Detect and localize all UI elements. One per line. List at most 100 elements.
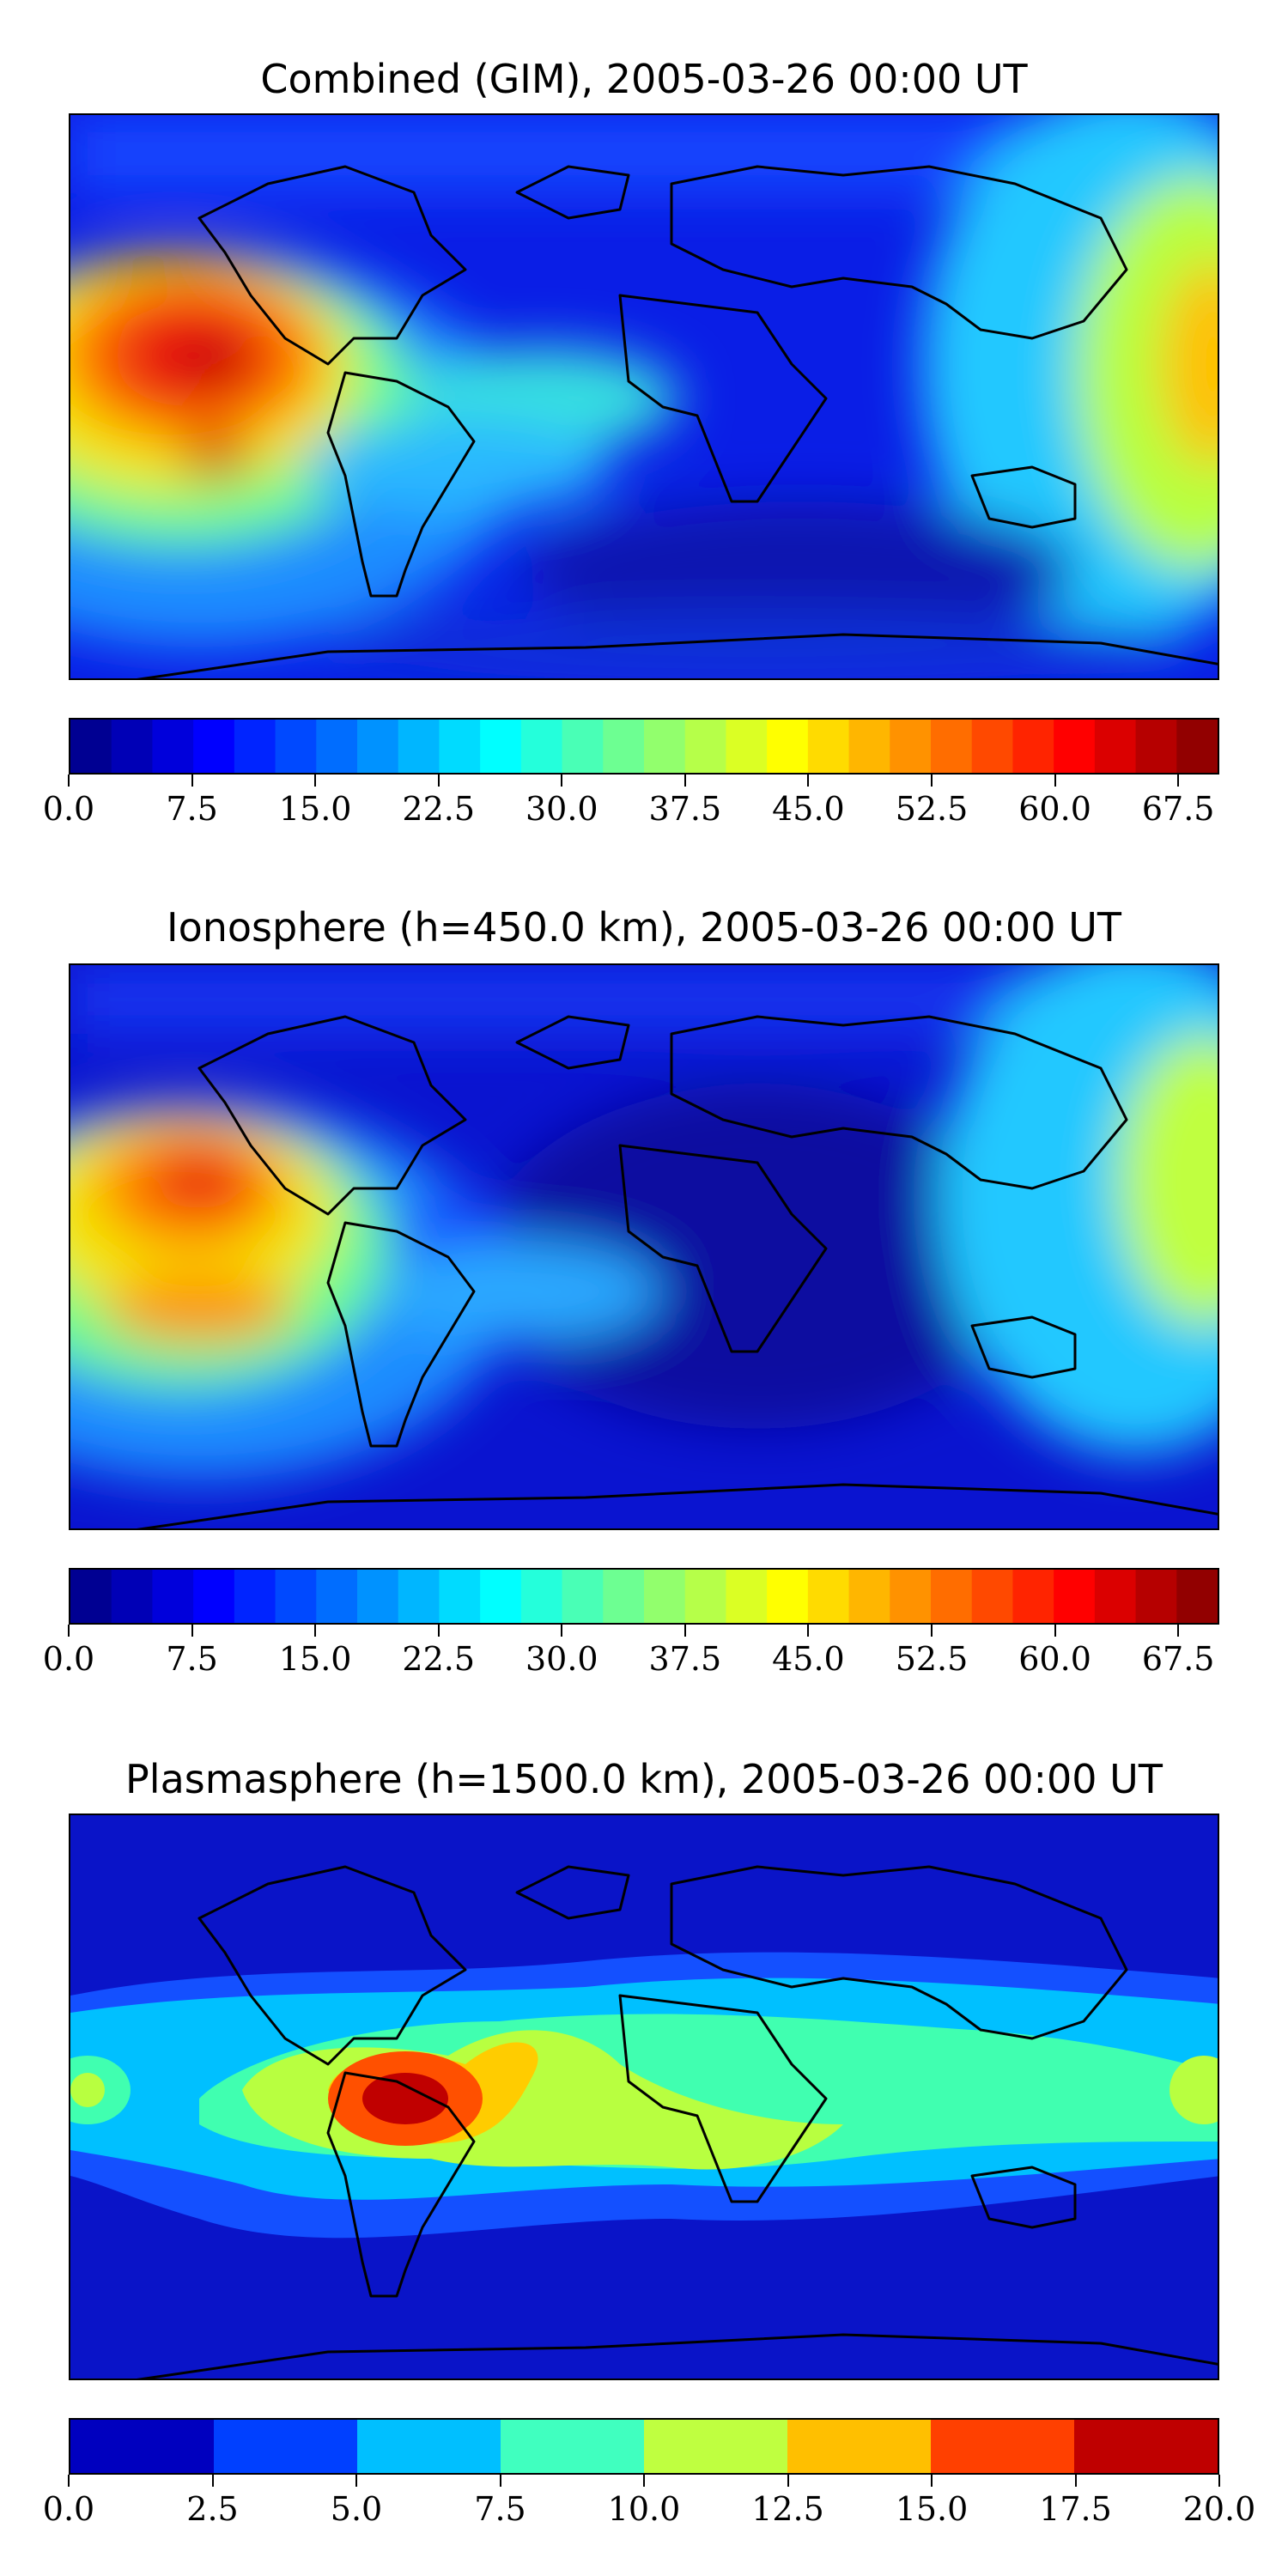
colorbar-tick-label: 0.0 [42,1640,95,1678]
colorbar-level [214,2420,358,2473]
colorbar-tick [68,775,70,787]
map-title-combined: Combined (GIM), 2005-03-26 00:00 UT [260,56,1028,102]
colorbar-level [520,1570,563,1623]
tec-map-ionosphere [70,965,1218,1528]
colorbar-tick-label: 60.0 [1018,790,1091,828]
colorbar-tick [1054,775,1056,787]
colorbar-level [684,720,727,773]
colorbar-tick [683,1625,686,1637]
colorbar-level [357,720,399,773]
colorbar-tick-label: 37.5 [648,1640,722,1678]
colorbar-level [1012,720,1054,773]
colorbar-level [1176,720,1218,773]
colorbar-level [807,720,850,773]
colorbar-level [1094,720,1137,773]
colorbar-level [111,720,154,773]
colorbar-tick [807,775,810,787]
map-plasmasphere [69,1814,1219,2380]
colorbar-tick [807,1625,810,1637]
colorbar-level [275,720,317,773]
colorbar-level [1074,2420,1218,2473]
colorbar-tick-label: 7.5 [166,790,218,828]
colorbar-level [111,1570,154,1623]
colorbar-tick-label: 37.5 [648,790,722,828]
map-ionosphere [69,963,1219,1530]
colorbar-ticks-combined: 0.0 7.5 15.0 22.5 30.0 37.5 45.0 52.5 60.0 67.5 [43,775,1219,828]
colorbar-level [644,720,686,773]
colorbar-plasmasphere [69,2418,1219,2475]
colorbar-level [70,2420,215,2473]
colorbar-level [520,720,563,773]
colorbar-level [480,720,522,773]
colorbar-level [931,720,973,773]
colorbar-level [726,720,768,773]
colorbar-tick-label: 17.5 [1039,2490,1112,2528]
colorbar-level [1135,720,1177,773]
colorbar-level [152,720,194,773]
colorbar-level [971,1570,1014,1623]
colorbar-tick [561,775,563,787]
colorbar-tick-label: 45.0 [772,1640,845,1678]
colorbar-gradient-combined [70,720,1218,773]
colorbar-level [971,720,1014,773]
colorbar-tick [787,2475,789,2487]
colorbar-tick [683,775,686,787]
colorbar-level [603,720,645,773]
colorbar-tick [1177,1625,1180,1637]
colorbar-tick-label: 15.0 [278,790,352,828]
colorbar-tick [499,2475,501,2487]
colorbar-level [501,2420,645,2473]
colorbar-level [603,1570,645,1623]
colorbar-level [726,1570,768,1623]
colorbar-tick [211,2475,214,2487]
colorbar-tick [314,775,317,787]
colorbar-level [562,1570,604,1623]
colorbar-level [848,720,890,773]
colorbar-level [316,1570,358,1623]
colorbar-tick [1074,2475,1077,2487]
colorbar-level [684,1570,727,1623]
colorbar-tick-label: 5.0 [330,2490,383,2528]
colorbar-tick [561,1625,563,1637]
colorbar-tick-label: 12.5 [751,2490,824,2528]
colorbar-level [890,720,932,773]
colorbar-level [398,1570,440,1623]
colorbar-level [70,1570,112,1623]
colorbar-level [357,1570,399,1623]
map-title-ionosphere: Ionosphere (h=450.0 km), 2005-03-26 00:0… [167,904,1121,951]
colorbar-tick-label: 15.0 [895,2490,969,2528]
colorbar-tick-label: 7.5 [166,1640,218,1678]
colorbar-level [1135,1570,1177,1623]
colorbar-level [439,720,481,773]
map-title-plasmasphere: Plasmasphere (h=1500.0 km), 2005-03-26 0… [125,1756,1163,1802]
tec-map-combined [70,115,1218,678]
colorbar-level [562,720,604,773]
colorbar-tick-label: 22.5 [402,1640,476,1678]
colorbar-combined [69,718,1219,775]
colorbar-tick-label: 15.0 [278,1640,352,1678]
colorbar-tick-label: 52.5 [895,1640,969,1678]
colorbar-level [890,1570,932,1623]
colorbar-level [767,1570,809,1623]
colorbar-level [398,720,440,773]
colorbar-gradient-plasmasphere [70,2420,1218,2473]
colorbar-tick-label: 67.5 [1141,1640,1215,1678]
colorbar-level [1054,720,1096,773]
colorbar-level [275,1570,317,1623]
colorbar-tick [191,1625,193,1637]
colorbar-level [234,720,276,773]
colorbar-tick [931,2475,933,2487]
colorbar-level [70,720,112,773]
colorbar-tick [68,2475,70,2487]
colorbar-tick [931,775,933,787]
coastlines [137,165,1218,678]
coastlines [137,1865,1218,2379]
colorbar-tick [1218,2475,1220,2487]
colorbar-ticks-plasmasphere: 0.0 2.5 5.0 7.5 10.0 12.5 15.0 17.5 20.0 [43,2475,1255,2528]
colorbar-tick [437,1625,440,1637]
colorbar-tick [68,1625,70,1637]
tec-map-plasmasphere [70,1815,1218,2379]
colorbar-tick [1177,775,1180,787]
colorbar-level [644,1570,686,1623]
colorbar-level [357,2420,501,2473]
